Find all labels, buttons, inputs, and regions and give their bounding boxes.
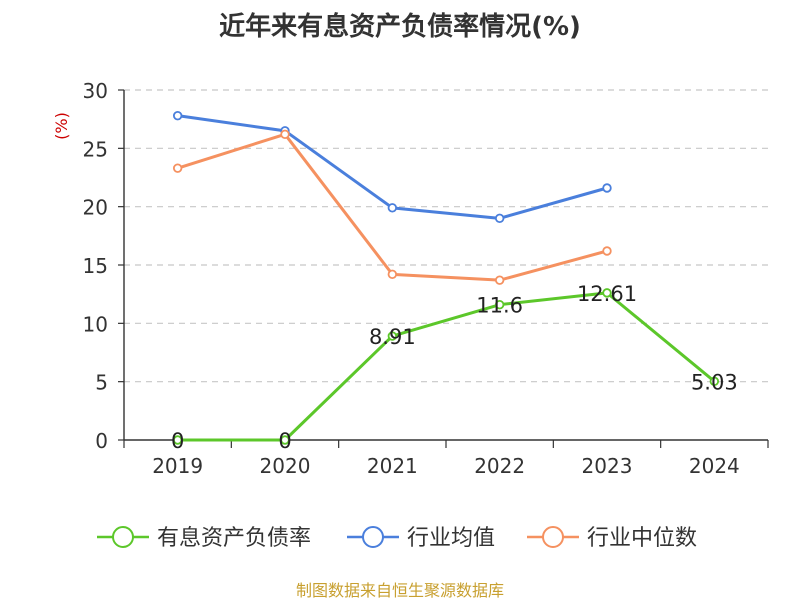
data-point	[280, 435, 290, 445]
y-tick-label: 30	[83, 79, 108, 103]
legend-marker	[112, 526, 134, 548]
source-footer: 制图数据来自恒生聚源数据库	[295, 581, 504, 600]
y-axis-label: (%)	[52, 112, 71, 140]
data-point	[602, 246, 612, 256]
data-point	[602, 183, 612, 193]
data-point	[280, 129, 290, 140]
legend-label: 行业均值	[407, 526, 495, 551]
x-tick-label: 2019	[152, 454, 203, 478]
series-lines	[172, 110, 720, 445]
legend-marker	[542, 526, 564, 548]
data-labels: 0 0 8.91 11.6 12.61 5.03	[171, 282, 738, 453]
series-line	[177, 114, 608, 220]
data-label: 11.6	[476, 294, 523, 318]
y-tick-label: 15	[83, 254, 108, 278]
series-line	[177, 291, 716, 442]
grid-lines	[124, 89, 768, 383]
data-point	[172, 163, 183, 173]
data-label: 5.03	[691, 370, 738, 394]
legend-label: 有息资产负债率	[157, 526, 311, 551]
data-point	[387, 203, 398, 213]
data-point	[709, 376, 720, 387]
legend-item: 有息资产负债率	[97, 526, 311, 551]
x-tick-label: 2024	[689, 454, 740, 478]
data-label: 12.61	[577, 282, 637, 306]
legend-label: 行业中位数	[587, 526, 697, 551]
y-tick-label: 0	[95, 429, 108, 453]
data-point	[602, 288, 612, 298]
axes: 0 5 10 15 20 25 30 2019 2020 2021 2022 2023 2024	[83, 79, 769, 478]
legend: 有息资产负债率 行业均值 行业中位数	[97, 526, 697, 551]
data-point	[387, 331, 398, 341]
y-tick-label: 10	[83, 312, 108, 336]
x-tick-label: 2023	[582, 454, 633, 478]
x-tick-label: 2022	[474, 454, 525, 478]
data-point	[172, 110, 183, 121]
data-point	[387, 269, 398, 280]
data-point	[494, 275, 505, 285]
x-tick-label: 2020	[260, 454, 311, 478]
data-label: 8.91	[369, 325, 416, 349]
y-tick-label: 25	[83, 137, 108, 161]
legend-item: 行业均值	[347, 526, 495, 551]
data-point	[494, 213, 505, 224]
data-label: 0	[278, 429, 291, 453]
data-label: 0	[171, 429, 184, 453]
y-tick-label: 5	[95, 371, 108, 395]
data-point	[494, 299, 505, 310]
chart-title: 近年来有息资产负债率情况(%)	[219, 12, 581, 42]
y-tick-label: 20	[83, 196, 108, 220]
x-tick-label: 2021	[367, 454, 418, 478]
legend-item: 行业中位数	[527, 526, 697, 551]
data-point	[172, 435, 183, 445]
legend-marker	[362, 526, 384, 548]
